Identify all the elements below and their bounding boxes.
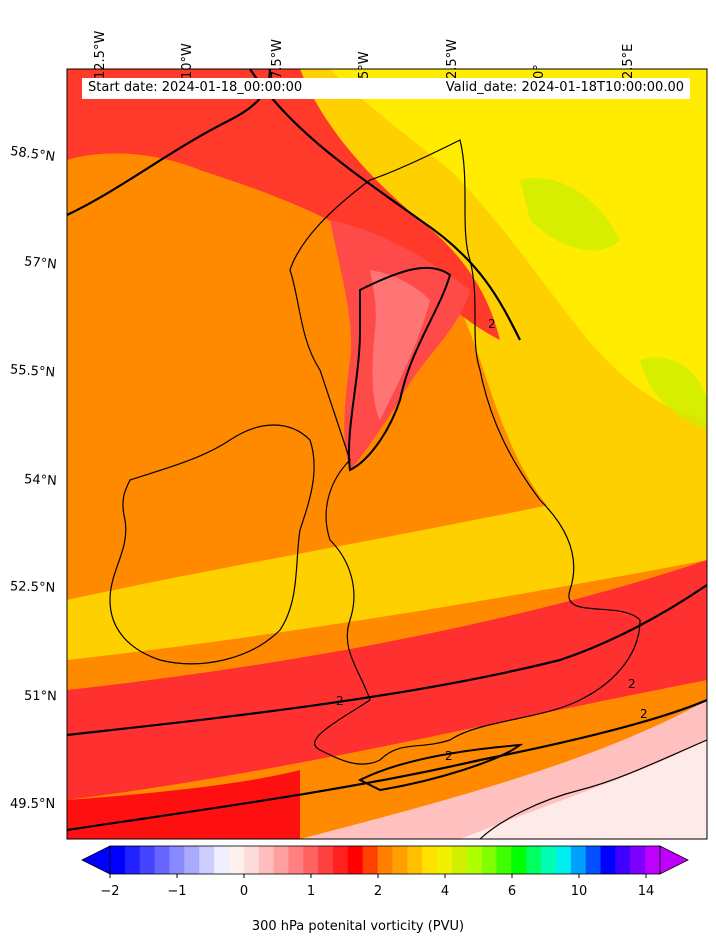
colorbar-tick-label: 2 [373, 884, 383, 899]
lon-label-2-5e: 2.5°E [621, 43, 636, 79]
pv-2-contour-south-1 [67, 584, 707, 737]
colorbar-swatch [199, 846, 215, 874]
great-britain-coastline [289, 139, 641, 765]
colorbar-swatch [526, 846, 542, 874]
colorbar-tick-label: 0 [239, 884, 249, 899]
colorbar-swatch [258, 846, 275, 874]
colorbar-swatch [600, 846, 616, 874]
date-info-box: Start date: 2024-01-18_00:00:00 Valid_da… [82, 78, 690, 99]
colorbar-tick-label: 6 [507, 884, 517, 899]
colorbar-swatch [347, 846, 364, 874]
ireland-coastline [109, 424, 315, 665]
colorbar-swatch [169, 846, 185, 874]
colorbar-swatch [511, 846, 527, 874]
pv-field-green-patch [520, 178, 620, 251]
colorbar-swatch [422, 846, 438, 874]
colorbar-swatch [451, 846, 468, 874]
pv-field-yellow-south [67, 470, 707, 660]
pv-low-area-se-inner [460, 740, 707, 839]
colorbar-tick-label: −1 [167, 884, 187, 899]
colorbar-swatch [184, 846, 200, 874]
contour-label: 2 [488, 317, 496, 331]
lon-label-7-5w: 7.5°W [270, 38, 285, 79]
lon-label-12-5w: 12.5°W [93, 30, 108, 79]
lat-label-51n: 51°N [23, 688, 57, 705]
colorbar-swatch [407, 846, 423, 874]
colorbar-swatch [228, 846, 245, 874]
colorbar-swatch [288, 846, 304, 874]
colorbar-label: 300 hPa potenital vorticity (PVU) [251, 919, 465, 934]
pv-field-green-patch-2 [640, 357, 707, 430]
colorbar-swatch [645, 846, 661, 874]
colorbar-tick-label: 10 [570, 884, 588, 899]
colorbar-swatch [437, 846, 453, 874]
colorbar-tick-label: 14 [637, 884, 655, 899]
lon-label-10w: 10°W [180, 43, 195, 79]
colorbar-tick-label: −2 [100, 884, 120, 899]
colorbar-swatch [392, 846, 408, 874]
colorbar-swatch [630, 846, 646, 874]
colorbar-swatch [139, 846, 156, 874]
colorbar-swatch [570, 846, 587, 874]
colorbar [81, 845, 689, 878]
map-frame [66, 68, 708, 840]
colorbar-swatch [318, 846, 334, 874]
pv-field-yellow-bright [330, 69, 707, 420]
pv-2-contour-south-2 [67, 698, 707, 832]
colorbar-swatch [496, 846, 512, 874]
colorbar-swatch [273, 846, 289, 874]
colorbar-swatch [481, 846, 498, 874]
colorbar-swatch [154, 846, 171, 874]
pv-high-band-south [67, 560, 707, 800]
colorbar-swatch [615, 846, 631, 874]
colorbar-swatch [332, 846, 349, 874]
colorbar-tick-label: 4 [440, 884, 450, 899]
contour-label: 2 [336, 694, 344, 708]
contour-label: 2 [628, 677, 636, 691]
lon-label-2-5w: 2.5°W [445, 38, 460, 79]
colorbar-swatch [110, 846, 126, 874]
colorbar-swatch [585, 846, 602, 874]
lat-label-55-5n: 55.5°N [9, 362, 56, 381]
contour-label: 2 [640, 707, 648, 721]
colorbar-swatch [124, 846, 141, 874]
colorbar-tick-label: 1 [306, 884, 316, 899]
pv-high-band-nw [67, 69, 500, 340]
lon-label-5w: 5°W [357, 51, 372, 79]
colorbar-swatch [541, 846, 557, 874]
continental-coastline [479, 739, 707, 839]
colorbar-swatch [243, 846, 260, 874]
colorbar-swatch [214, 846, 230, 874]
colorbar-swatch [362, 846, 379, 874]
lon-label-0: 0° [532, 64, 547, 79]
colorbar-swatch [303, 846, 319, 874]
pv-2-contour-south-3 [357, 743, 524, 792]
colorbar-over-extend [659, 845, 689, 875]
colorbar-under-extend [81, 845, 111, 875]
lat-label-54n: 54°N [23, 472, 58, 489]
pv-streamer-core [370, 270, 430, 420]
colorbar-swatch [377, 846, 394, 874]
contour-label: 2 [445, 749, 453, 763]
lat-label-52-5n: 52.5°N [9, 579, 56, 596]
start-date-text: Start date: 2024-01-18_00:00:00 [88, 80, 303, 95]
pv-2-contour-streamer [348, 266, 452, 472]
colorbar-swatch [555, 846, 572, 874]
valid-date-text: Valid_date: 2024-01-18T10:00:00.00 [445, 80, 684, 95]
colorbar-frame [109, 845, 661, 875]
lat-label-49-5n: 49.5°N [10, 797, 56, 812]
colorbar-swatch [466, 846, 483, 874]
pv-2-contour-ne [249, 69, 521, 341]
